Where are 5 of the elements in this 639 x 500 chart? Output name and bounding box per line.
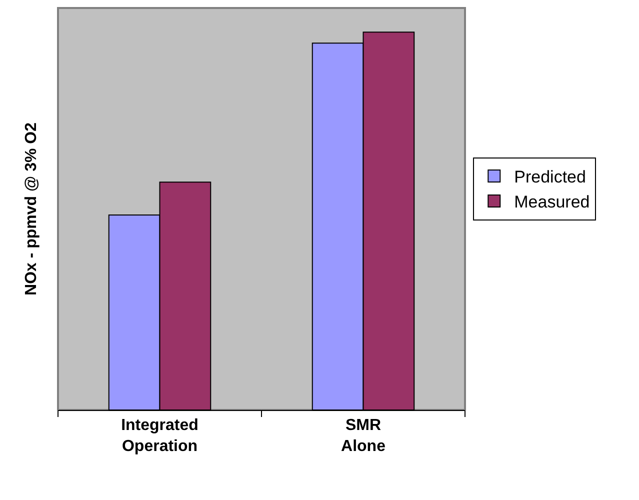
legend-label: Predicted: [514, 168, 586, 187]
x-tick-label: Integrated Operation: [121, 417, 198, 455]
legend-label: Measured: [514, 192, 590, 212]
y-axis-title: NOx - ppmvd @ 3% O2: [22, 122, 40, 296]
x-tick-label: SMR Alone: [341, 417, 386, 455]
